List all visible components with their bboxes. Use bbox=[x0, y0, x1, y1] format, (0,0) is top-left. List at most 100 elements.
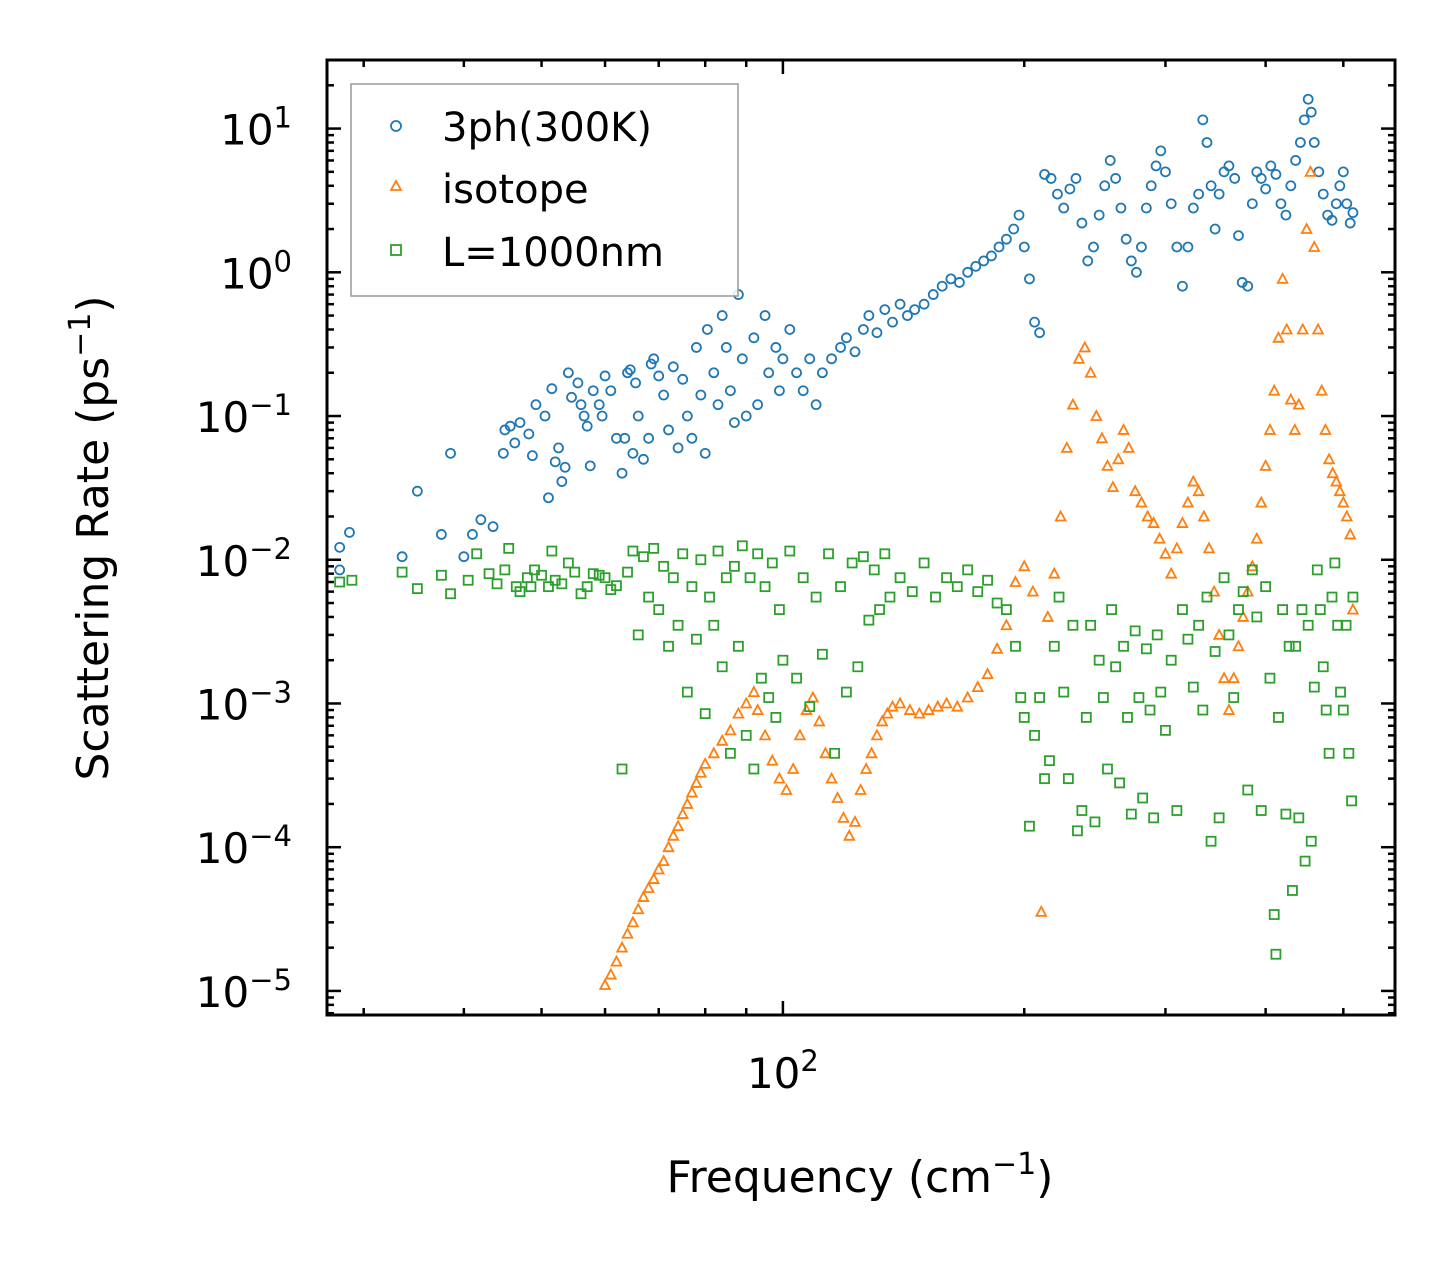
data-point-isotope bbox=[773, 771, 786, 784]
data-point-l1000nm bbox=[766, 557, 778, 569]
data-point-3ph bbox=[1308, 137, 1320, 148]
x-tick-label: 102 bbox=[747, 1044, 819, 1098]
data-point-3ph bbox=[556, 476, 568, 487]
data-point-isotope bbox=[1227, 671, 1241, 684]
data-point-l1000nm bbox=[1293, 812, 1305, 824]
data-point-3ph bbox=[653, 370, 665, 382]
data-point-isotope bbox=[812, 714, 826, 727]
data-point-l1000nm bbox=[1058, 686, 1070, 698]
data-point-3ph bbox=[344, 526, 355, 538]
data-point-l1000nm bbox=[846, 557, 858, 569]
data-point-3ph bbox=[1013, 209, 1025, 221]
data-point-l1000nm bbox=[712, 545, 724, 557]
data-point-3ph bbox=[1193, 188, 1205, 200]
data-point-isotope bbox=[1254, 495, 1268, 508]
data-point-isotope bbox=[1259, 458, 1272, 471]
data-point-isotope bbox=[1060, 440, 1074, 453]
data-point-isotope bbox=[1337, 495, 1350, 508]
y-tick-label-base: 10 bbox=[196, 968, 249, 1017]
data-point-l1000nm bbox=[1302, 619, 1314, 631]
data-point-3ph bbox=[686, 432, 698, 444]
data-point-3ph bbox=[797, 385, 809, 397]
data-point-l1000nm bbox=[1299, 855, 1311, 867]
data-point-3ph bbox=[681, 410, 693, 422]
data-point-l1000nm bbox=[1337, 704, 1349, 716]
data-point-isotope bbox=[690, 776, 703, 788]
y-axis-label-close: ) bbox=[68, 295, 119, 312]
data-point-3ph bbox=[575, 399, 587, 411]
data-point-isotope bbox=[1280, 322, 1294, 335]
data-point-3ph bbox=[1260, 183, 1272, 195]
data-point-3ph bbox=[849, 346, 861, 358]
plot-frame bbox=[325, 58, 1397, 1017]
legend-marker-3ph bbox=[390, 120, 402, 132]
data-point-isotope bbox=[621, 926, 634, 939]
data-point-3ph bbox=[627, 447, 639, 459]
data-point-l1000nm bbox=[627, 545, 639, 557]
data-point-3ph bbox=[993, 241, 1005, 253]
data-point-isotope bbox=[758, 728, 772, 741]
data-point-l1000nm bbox=[1223, 629, 1235, 641]
data-point-l1000nm bbox=[1102, 763, 1113, 775]
data-point-isotope bbox=[667, 828, 680, 841]
data-point-isotope bbox=[881, 706, 894, 719]
data-point-l1000nm bbox=[638, 551, 649, 563]
data-point-3ph bbox=[559, 461, 571, 473]
data-point-isotope bbox=[637, 890, 650, 902]
x-axis-label: Frequency (cm−1) bbox=[667, 1147, 1054, 1203]
data-point-3ph bbox=[909, 304, 921, 316]
data-point-3ph bbox=[566, 391, 577, 403]
data-point-l1000nm bbox=[445, 588, 456, 600]
data-point-isotope bbox=[1106, 480, 1120, 493]
data-point-isotope bbox=[631, 902, 645, 915]
data-point-l1000nm bbox=[695, 554, 707, 566]
data-point-isotope bbox=[604, 967, 618, 980]
data-point-isotope bbox=[1315, 383, 1329, 396]
data-point-isotope bbox=[676, 807, 690, 819]
y-tick-label: 100 bbox=[220, 244, 292, 298]
data-point-isotope bbox=[1141, 509, 1154, 522]
data-point-isotope bbox=[766, 753, 779, 766]
data-point-l1000nm bbox=[748, 763, 760, 775]
data-point-isotope bbox=[1041, 610, 1055, 622]
data-point-isotope bbox=[1153, 531, 1166, 544]
data-point-3ph bbox=[648, 353, 660, 365]
data-point-3ph bbox=[840, 332, 852, 344]
data-point-isotope bbox=[671, 819, 685, 832]
data-point-l1000nm bbox=[1125, 808, 1137, 820]
data-point-isotope bbox=[681, 797, 694, 809]
data-point-3ph bbox=[1255, 173, 1267, 184]
y-tick-label-exp: −1 bbox=[249, 388, 292, 422]
data-point-3ph bbox=[1302, 93, 1314, 105]
data-point-isotope bbox=[950, 699, 964, 712]
data-point-3ph bbox=[1076, 217, 1088, 229]
data-point-l1000nm bbox=[752, 548, 764, 560]
data-point-3ph bbox=[1294, 137, 1306, 148]
data-point-l1000nm bbox=[1311, 564, 1323, 576]
data-point-l1000nm bbox=[1283, 640, 1295, 652]
data-point-l1000nm bbox=[755, 672, 767, 684]
data-point-l1000nm bbox=[1340, 619, 1352, 631]
data-point-isotope bbox=[1284, 392, 1298, 405]
data-point-l1000nm bbox=[1018, 712, 1030, 723]
data-point-l1000nm bbox=[1314, 604, 1326, 615]
data-point-l1000nm bbox=[732, 640, 744, 652]
data-point-isotope bbox=[1232, 639, 1245, 652]
data-point-3ph bbox=[584, 460, 596, 472]
data-point-3ph bbox=[1330, 198, 1342, 210]
y-axis-label: Scattering Rate (ps−1) bbox=[63, 295, 119, 780]
data-point-3ph bbox=[729, 417, 740, 429]
data-point-3ph bbox=[1029, 316, 1040, 328]
data-point-l1000nm bbox=[759, 581, 771, 593]
data-point-3ph bbox=[695, 389, 707, 401]
data-point-isotope bbox=[1263, 423, 1277, 435]
data-point-3ph bbox=[986, 250, 997, 262]
data-points-layer bbox=[334, 93, 1360, 990]
data-point-isotope bbox=[1117, 423, 1130, 435]
data-point-l1000nm bbox=[1187, 681, 1199, 693]
data-point-isotope bbox=[739, 696, 753, 709]
data-point-3ph bbox=[1171, 241, 1183, 253]
data-point-isotope bbox=[1034, 904, 1048, 917]
data-point-l1000nm bbox=[575, 588, 587, 600]
data-point-l1000nm bbox=[972, 586, 984, 598]
